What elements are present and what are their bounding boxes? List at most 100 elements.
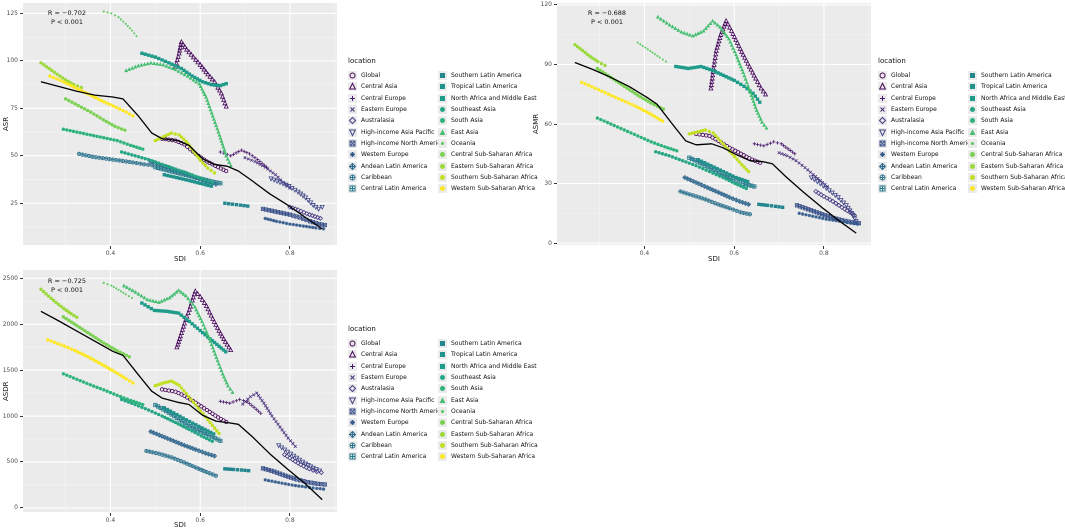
- legend-item: Eastern Sub-Saharan Africa: [968, 160, 1065, 171]
- series-western-sub-saharan-africa: [45, 338, 135, 385]
- correlation-annotation: R = −0.702 P < 0.001: [41, 9, 93, 27]
- legend-label: Central Sub-Saharan Africa: [981, 151, 1063, 159]
- legend-label: Central Europe: [361, 362, 406, 370]
- legend-item: Global: [348, 338, 444, 349]
- legend-item: Western Sub-Saharan Africa: [968, 183, 1065, 194]
- x-tick-mark: [109, 245, 111, 249]
- legend-label: Eastern Sub-Saharan Africa: [451, 162, 534, 170]
- series-oceania: [102, 281, 134, 300]
- legend-item: Southern Latin America: [438, 70, 538, 81]
- trend-line: [40, 81, 323, 230]
- legend-item: Central Latin America: [878, 183, 974, 194]
- square-cross-icon: [348, 406, 357, 416]
- diamond-open-icon: [348, 384, 357, 394]
- y-tick-label: 1000: [2, 412, 18, 420]
- y-tick-label: 90: [544, 60, 552, 68]
- y-tick-mark: [553, 183, 557, 184]
- legend-label: Southern Sub-Saharan Africa: [451, 441, 538, 449]
- triangle-open-icon: [348, 82, 357, 92]
- x-tick-mark: [289, 512, 291, 516]
- legend-item: Australasia: [348, 383, 444, 394]
- square-filled-icon: [968, 82, 977, 92]
- x-tick-mark: [643, 245, 645, 249]
- series-north-africa-and-middle-east: [140, 51, 228, 88]
- legend-item: Oceania: [438, 138, 538, 149]
- series-southern-latin-america: [223, 201, 250, 208]
- series-high-income-asia-pacific: [808, 175, 859, 225]
- diamond-open-icon: [348, 116, 357, 126]
- circle-open-icon: [348, 71, 357, 81]
- circle-open-icon: [878, 71, 887, 81]
- legend-item: North Africa and Middle East: [438, 93, 538, 104]
- correlation-annotation: R = −0.688 P < 0.001: [581, 9, 633, 27]
- y-tick-mark: [553, 63, 557, 65]
- legend-label: Australasia: [361, 117, 395, 125]
- legend: location Global Central Asia Central Europe…: [348, 325, 538, 462]
- legend-item: Tropical Latin America: [968, 81, 1065, 92]
- circle-filled-icon: [968, 184, 977, 194]
- legend-column: Global Central Asia Central Europe Eastern …: [878, 70, 974, 194]
- legend-item: High-income North America: [348, 138, 444, 149]
- legend-label: Western Europe: [361, 419, 409, 427]
- legend-label: Eastern Sub-Saharan Africa: [981, 162, 1064, 170]
- square-filled-icon: [438, 93, 447, 103]
- series-central-sub-saharan-africa: [63, 97, 127, 132]
- legend-label: Tropical Latin America: [451, 83, 518, 91]
- series-eastern-europe: [241, 391, 297, 448]
- legend-title: location: [878, 57, 906, 65]
- legend-label: Eastern Europe: [891, 106, 937, 114]
- y-tick-mark: [19, 415, 23, 417]
- series-caribbean: [76, 151, 155, 168]
- plus-icon: [348, 361, 357, 371]
- x-tick-label: 0.8: [285, 249, 295, 257]
- legend-item: Tropical Latin America: [438, 81, 538, 92]
- asterisk-icon: [878, 150, 887, 160]
- x-tick-mark: [109, 512, 111, 516]
- y-tick-label: 75: [10, 104, 18, 112]
- legend-column: Southern Latin America Tropical Latin Ame…: [438, 338, 538, 462]
- p-value: P < 0.001: [50, 286, 84, 294]
- square-cross-icon: [878, 138, 887, 148]
- legend-column: Global Central Asia Central Europe Eastern …: [348, 70, 444, 194]
- legend-item: Central Europe: [878, 93, 974, 104]
- circle-plus-icon: [348, 172, 357, 182]
- series-high-income-asia-pacific: [276, 443, 323, 474]
- legend-label: Caribbean: [891, 173, 922, 181]
- legend-item: Central Latin America: [348, 451, 444, 462]
- series-south-asia: [61, 127, 145, 151]
- legend-label: Central Asia: [361, 83, 398, 91]
- square-plus-icon: [348, 184, 357, 194]
- y-tick-label: 25: [10, 199, 18, 207]
- diamond-plus-icon: [348, 429, 357, 439]
- series-tropical-latin-america: [162, 173, 214, 188]
- legend-item: Southeast Asia: [438, 104, 538, 115]
- legend-label: Global: [361, 72, 381, 80]
- square-filled-icon: [438, 71, 447, 81]
- legend-label: Southern Latin America: [451, 340, 522, 348]
- y-tick-label: 50: [10, 152, 18, 160]
- series-central-asia: [708, 17, 769, 97]
- legend-label: North Africa and Middle East: [451, 362, 537, 370]
- legend-column: Southern Latin America Tropical Latin Ame…: [438, 70, 538, 194]
- x-tick-label: 0.8: [285, 516, 295, 524]
- legend-label: South Asia: [451, 385, 483, 393]
- y-tick-label: 60: [544, 120, 552, 128]
- square-filled-icon: [438, 339, 447, 349]
- x-tick-label: 0.4: [639, 249, 650, 257]
- series-high-income-asia-pacific: [268, 176, 325, 212]
- series-tropical-latin-america: [696, 158, 750, 184]
- legend-label: Oceania: [451, 407, 476, 415]
- series-western-sub-saharan-africa: [579, 80, 665, 123]
- legend-item: High-income Asia Pacific: [878, 126, 974, 137]
- legend-label: Tropical Latin America: [451, 351, 518, 359]
- y-tick-label: 100: [6, 57, 18, 65]
- circle-filled-icon: [438, 105, 447, 115]
- legend-label: Eastern Europe: [361, 106, 407, 114]
- legend-item: Western Sub-Saharan Africa: [438, 451, 538, 462]
- cross-icon: [348, 373, 357, 383]
- legend-label: Australasia: [891, 117, 925, 125]
- series-andean-latin-america: [682, 174, 752, 207]
- legend-item: Caribbean: [348, 172, 444, 183]
- circle-filled-icon: [438, 116, 447, 126]
- x-tick-mark: [823, 245, 825, 249]
